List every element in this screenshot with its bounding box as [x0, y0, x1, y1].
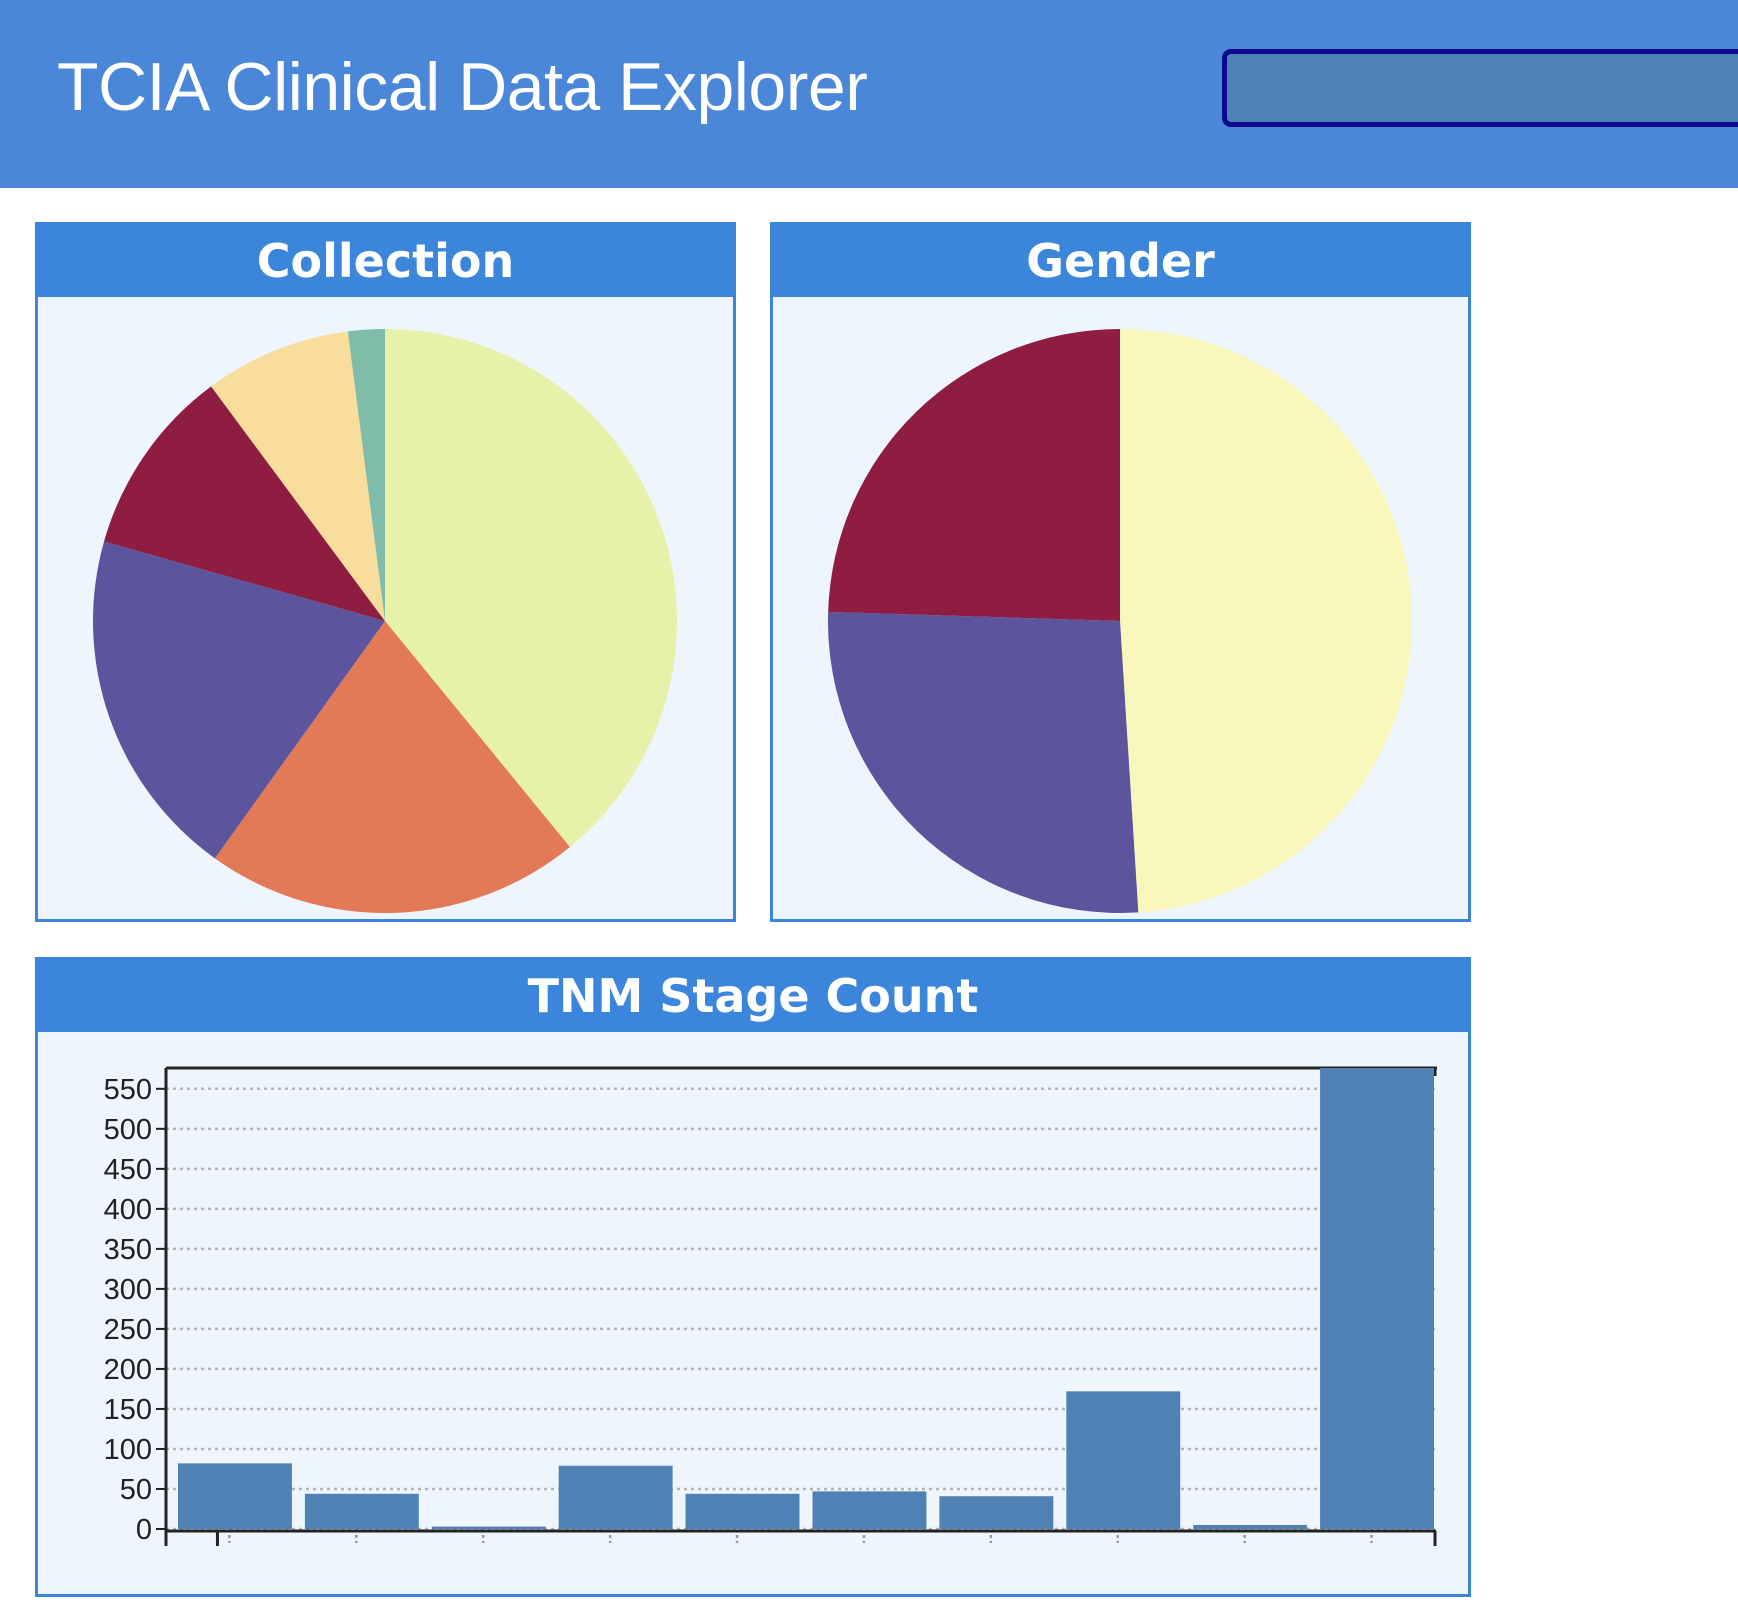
y-tick-label: 450: [104, 1154, 152, 1186]
y-tick-label: 500: [104, 1114, 152, 1146]
collection-pie-slice-6[interactable]: [347, 329, 385, 621]
gender-pie-slice-1[interactable]: [1120, 329, 1413, 913]
collection-pie-slice-5[interactable]: [211, 331, 385, 621]
y-tick-label: 400: [104, 1194, 152, 1226]
gender-pie-slice-2[interactable]: [827, 611, 1139, 913]
stage-bar-2[interactable]: [304, 1493, 419, 1529]
y-tick-label: 100: [104, 1434, 152, 1466]
stage-bar-4[interactable]: [558, 1465, 673, 1529]
collection-panel: Collection: [35, 222, 736, 922]
app-title: TCIA Clinical Data Explorer: [57, 49, 868, 125]
y-tick-label: 200: [104, 1354, 152, 1386]
stage-bar-6[interactable]: [812, 1491, 927, 1529]
collection-pie-slice-1[interactable]: [385, 329, 677, 847]
stage-bar-chart: 0 50 100 150 200 250 300 350 400 450 500 550: [104, 1066, 1437, 1546]
collection-pie-slice-4[interactable]: [104, 386, 385, 621]
stage-bar-5[interactable]: [685, 1493, 800, 1529]
stage-bar-10[interactable]: [1320, 1068, 1434, 1529]
app-header: TCIA Clinical Data Explorer: [0, 0, 1738, 188]
search-input[interactable]: [1222, 49, 1738, 127]
y-tick-label: 0: [136, 1514, 152, 1546]
y-tick-label: 150: [104, 1394, 152, 1426]
y-tick-label: 350: [104, 1234, 152, 1266]
stage-panel: TNM Stage Count 0 50 100 150 200 250 300 350 400…: [35, 957, 1471, 1597]
y-tick-label: 50: [120, 1474, 152, 1506]
stage-bar-8[interactable]: [1066, 1391, 1181, 1529]
collection-pie-chart: [92, 329, 677, 913]
stage-bar-9[interactable]: [1193, 1524, 1308, 1529]
gender-panel-title: Gender: [773, 225, 1468, 297]
gender-panel: Gender: [770, 222, 1471, 922]
y-tick-label: 300: [104, 1274, 152, 1306]
stage-bar-1[interactable]: [178, 1463, 292, 1529]
stage-bar-3[interactable]: [431, 1526, 546, 1529]
gender-pie-chart: [827, 329, 1413, 913]
stage-bar-7[interactable]: [939, 1496, 1054, 1529]
y-tick-label: 550: [104, 1074, 152, 1106]
gender-pie-slice-3[interactable]: [828, 329, 1120, 621]
collection-pie-slice-3[interactable]: [92, 541, 385, 859]
y-tick-label: 250: [104, 1314, 152, 1346]
stage-panel-title: TNM Stage Count: [38, 960, 1468, 1032]
collection-pie-slice-2[interactable]: [214, 621, 570, 913]
collection-panel-title: Collection: [38, 225, 733, 297]
